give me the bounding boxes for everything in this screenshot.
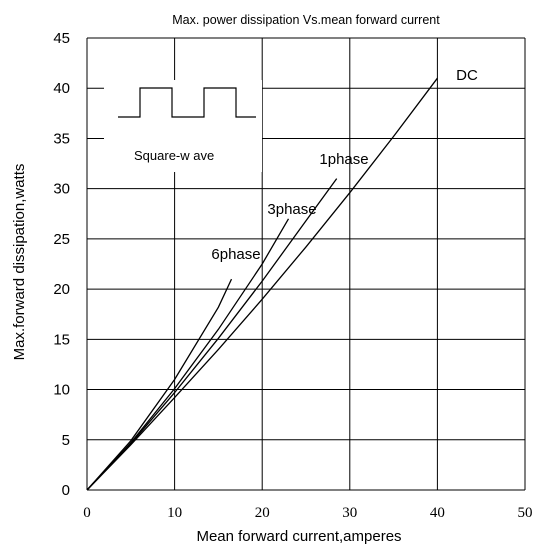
y-tick-label-2: 10: [53, 382, 70, 399]
y-tick-label-0: 0: [62, 482, 70, 499]
chart-title: Max. power dissipation Vs.mean forward c…: [172, 13, 440, 27]
square-wave-icon: [118, 87, 256, 118]
x-axis-label: Mean forward current,amperes: [196, 528, 401, 545]
x-tick-label-5: 50: [518, 505, 533, 521]
series-line-3phase: [86, 218, 290, 491]
y-tick-label-6: 30: [53, 181, 70, 198]
series-label-1phase: 1phase: [319, 151, 368, 168]
y-tick-label-7: 35: [53, 130, 70, 147]
y-tick-label-1: 5: [62, 432, 70, 449]
y-tick-label-9: 45: [53, 30, 70, 47]
series-label-6phase: 6phase: [211, 246, 260, 263]
y-tick-label-4: 20: [53, 281, 70, 298]
y-tick-label-3: 15: [53, 331, 70, 348]
series-lines: [86, 77, 438, 491]
x-tick-label-3: 30: [342, 505, 357, 521]
y-tick-labels: 0 5 10 15 20 25 30 35 40 45: [53, 30, 70, 499]
x-tick-label-0: 0: [83, 505, 91, 521]
series-line-6phase: [86, 278, 233, 491]
series-label-3phase: 3phase: [267, 201, 316, 218]
x-tick-labels: 0 10 20 30 40 50: [83, 505, 532, 521]
x-tick-label-1: 10: [167, 505, 182, 521]
x-tick-label-2: 20: [255, 505, 270, 521]
y-tick-label-8: 40: [53, 80, 70, 97]
x-tick-label-4: 40: [430, 505, 445, 521]
y-tick-label-5: 25: [53, 231, 70, 248]
series-label-dc: DC: [456, 67, 478, 84]
series-line-1phase: [86, 178, 338, 491]
square-wave-label: Square-w ave: [134, 148, 214, 163]
series-labels: DC 1phase 3phase 6phase: [211, 67, 478, 263]
series-line-dc: [86, 77, 438, 491]
y-axis-label: Max.forward dissipation,watts: [11, 164, 28, 361]
